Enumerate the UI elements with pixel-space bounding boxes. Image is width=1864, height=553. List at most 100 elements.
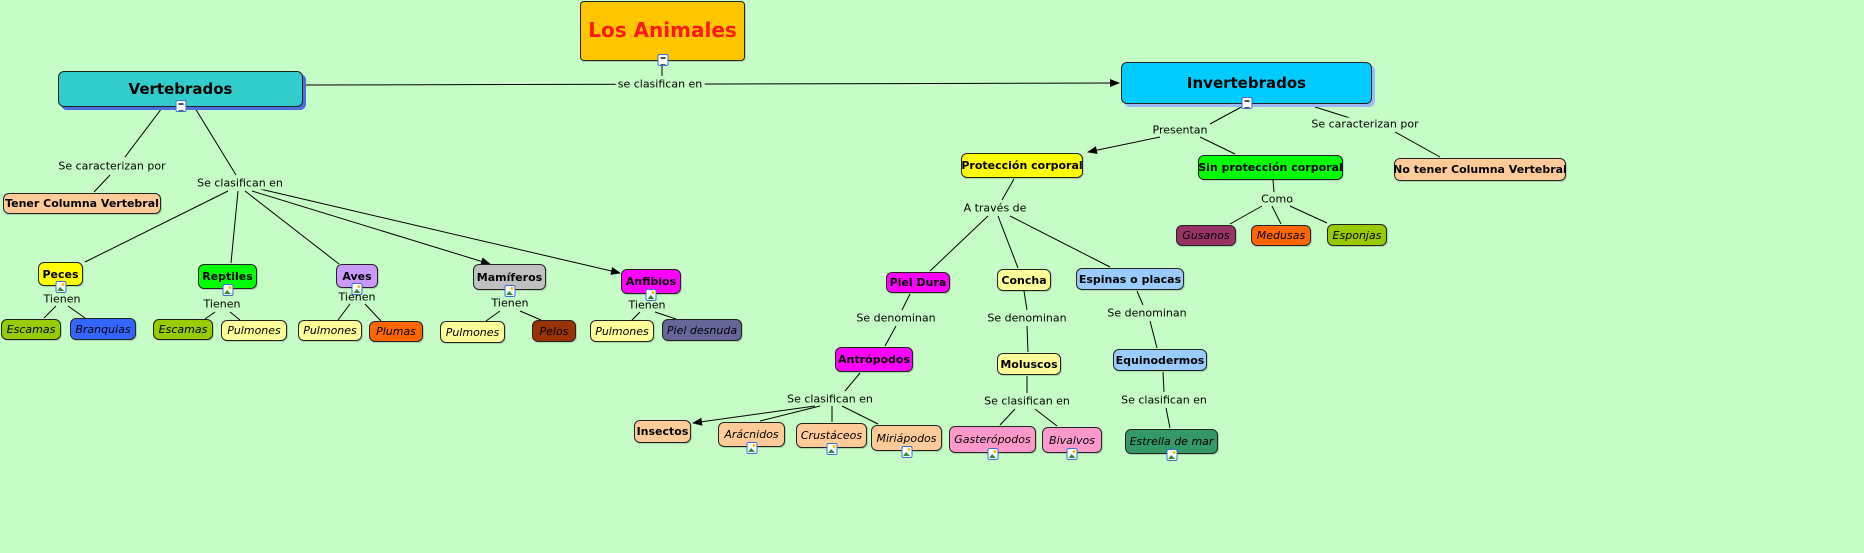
image-icon[interactable] — [1066, 448, 1078, 460]
concept-label: Sin protección corporal — [1198, 161, 1343, 174]
concept-pelos[interactable]: Pelos — [532, 320, 576, 342]
connector-line — [654, 311, 677, 320]
concept-label: Concha — [1001, 273, 1047, 287]
concept-label: Reptiles — [202, 270, 253, 283]
link-label-vert-clas[interactable]: Se clasifican en — [195, 176, 285, 190]
link-label-clas1[interactable]: Se clasifican en — [785, 392, 875, 406]
link-label-den3[interactable]: Se denominan — [1105, 306, 1189, 320]
connector-line — [1394, 131, 1441, 158]
connector-line — [1026, 325, 1029, 353]
concept-label: Miriápodos — [876, 431, 937, 445]
connector-line — [230, 190, 239, 264]
concept-label: Plumas — [376, 325, 416, 338]
concept-label: Medusas — [1256, 229, 1306, 242]
concept-label: Tener Columna Vertebral — [5, 197, 159, 210]
connector-line — [296, 79, 1120, 90]
document-icon[interactable] — [1241, 97, 1252, 109]
connector-line — [929, 215, 989, 272]
concept-label: Branquias — [75, 322, 131, 336]
connector-line — [1162, 371, 1165, 393]
link-label-aves-t[interactable]: Tienen — [336, 290, 378, 304]
concept-label: Estrella de mar — [1129, 435, 1214, 448]
connector-line — [997, 215, 1019, 269]
concept-label: Pelos — [539, 324, 569, 338]
concept-insectos[interactable]: Insectos — [634, 420, 691, 443]
link-label-clas2[interactable]: Se clasifican en — [982, 394, 1072, 408]
connector-line — [67, 305, 86, 319]
concept-proteccion[interactable]: Protección corporal — [961, 153, 1083, 178]
concept-pulmones4[interactable]: Pulmones — [590, 320, 654, 342]
link-label-como[interactable]: Como — [1259, 192, 1295, 206]
image-icon[interactable] — [1166, 449, 1177, 461]
connector-line — [204, 311, 216, 320]
image-icon[interactable] — [746, 442, 757, 454]
connector-line — [631, 311, 641, 321]
link-label-inv-car[interactable]: Se caracterizan por — [1309, 117, 1421, 131]
link-label-reptiles-t[interactable]: Tienen — [201, 297, 243, 311]
concept-label: Escamas — [6, 323, 56, 336]
image-icon[interactable] — [55, 281, 66, 293]
concept-label: Moluscos — [1000, 357, 1058, 371]
concept-medusas[interactable]: Medusas — [1251, 225, 1311, 246]
concept-concha[interactable]: Concha — [997, 269, 1051, 291]
concept-label: Peces — [42, 267, 79, 281]
concept-title[interactable]: Los Animales — [580, 1, 745, 61]
concept-invert[interactable]: Invertebrados — [1121, 62, 1372, 104]
document-icon[interactable] — [175, 100, 186, 112]
concept-piel-desnuda[interactable]: Piel desnuda — [662, 319, 742, 341]
concept-branquias[interactable]: Branquias — [70, 318, 136, 340]
concept-no-tener-col[interactable]: No tener Columna Vertebral — [1393, 158, 1567, 181]
connector-line — [759, 405, 821, 422]
connector-line — [1009, 215, 1111, 268]
concept-pulmones2[interactable]: Pulmones — [298, 320, 362, 341]
concept-label: Insectos — [636, 425, 689, 438]
link-label-mamiferos-t[interactable]: Tienen — [489, 296, 531, 310]
concept-escamas2[interactable]: Escamas — [153, 319, 213, 340]
concept-label: Pulmones — [445, 325, 500, 339]
connector-line — [1023, 290, 1028, 311]
image-icon[interactable] — [901, 446, 912, 458]
concept-label: Pulmones — [595, 324, 649, 338]
concept-equinodermos[interactable]: Equinodermos — [1113, 349, 1207, 371]
concept-gusanos[interactable]: Gusanos — [1176, 225, 1236, 246]
image-icon[interactable] — [351, 283, 363, 295]
link-label-anfibios-t[interactable]: Tienen — [626, 298, 668, 312]
concept-tener-col[interactable]: Tener Columna Vertebral — [3, 193, 161, 214]
concept-moluscos[interactable]: Moluscos — [997, 353, 1061, 375]
concept-label: Piel desnuda — [666, 323, 738, 337]
link-label-traves[interactable]: A través de — [961, 201, 1029, 215]
concept-piel-dura[interactable]: Piel Dura — [886, 272, 950, 293]
concept-label: Anfibios — [625, 275, 677, 288]
concept-esponjas[interactable]: Esponjas — [1327, 224, 1387, 246]
link-label-presentan[interactable]: Presentan — [1150, 123, 1210, 137]
link-label-den1[interactable]: Se denominan — [854, 311, 938, 325]
concept-pulmones1[interactable]: Pulmones — [221, 320, 287, 341]
concept-antropodos[interactable]: Antrópodos — [835, 347, 913, 372]
connector-line — [244, 190, 340, 265]
concept-label: Gusanos — [1182, 229, 1230, 242]
concept-estrella[interactable]: Estrella de mar — [1125, 429, 1218, 454]
concept-label: Piel Dura — [889, 276, 947, 289]
link-label-den2[interactable]: Se denominan — [985, 311, 1069, 325]
concept-espinas[interactable]: Espinas o placas — [1076, 268, 1184, 290]
image-icon[interactable] — [645, 289, 657, 301]
concept-pulmones3[interactable]: Pulmones — [440, 321, 505, 343]
concept-sin-proteccion[interactable]: Sin protección corporal — [1198, 155, 1343, 180]
document-icon[interactable] — [657, 54, 668, 66]
image-icon[interactable] — [987, 448, 998, 460]
concept-label: Pulmones — [303, 324, 357, 337]
link-label-clas3[interactable]: Se clasifican en — [1119, 393, 1209, 407]
image-icon[interactable] — [826, 443, 837, 455]
image-icon[interactable] — [222, 284, 233, 296]
concept-reptiles[interactable]: Reptiles — [198, 264, 257, 289]
concept-escamas1[interactable]: Escamas — [1, 319, 61, 340]
image-icon[interactable] — [504, 285, 515, 297]
link-label-vert-car[interactable]: Se caracterizan por — [56, 159, 168, 173]
link-label-main[interactable]: se clasifican en — [615, 77, 705, 91]
connector-line — [229, 311, 241, 321]
connector-line — [1314, 106, 1351, 119]
concept-plumas[interactable]: Plumas — [369, 321, 423, 342]
link-label-peces-t[interactable]: Tienen — [41, 292, 83, 306]
concept-label: Vertebrados — [128, 80, 233, 98]
connector-line — [884, 325, 897, 347]
